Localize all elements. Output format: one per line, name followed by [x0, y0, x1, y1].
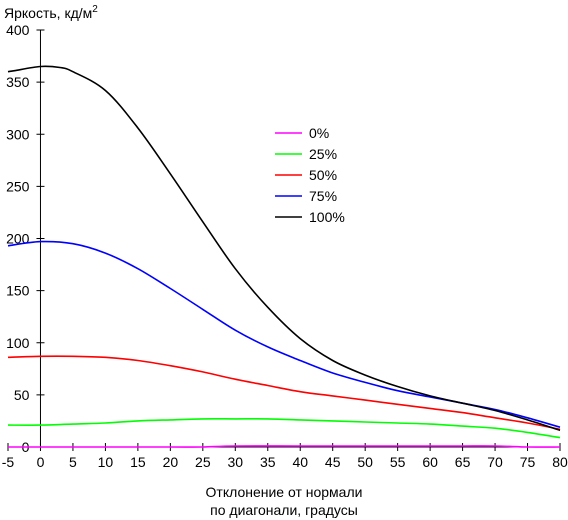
- x-tick-label: 40: [292, 454, 308, 470]
- series-line-50-percent: [7, 355, 561, 431]
- x-tick-label: 80: [552, 454, 568, 470]
- series-line-25-percent: [7, 418, 561, 439]
- legend-entry-label: 0%: [309, 125, 329, 141]
- series-line-0-percent: [8, 445, 561, 448]
- x-axis-title-line2: по диагонали, градусы: [210, 502, 358, 518]
- y-tick-label: 400: [6, 22, 30, 38]
- x-tick-label: 55: [390, 454, 406, 470]
- y-axis-title: Яркость, кд/м2: [4, 4, 98, 21]
- y-tick-label: 50: [14, 387, 30, 403]
- x-axis-title-line1: Отклонение от нормали: [206, 484, 363, 500]
- x-tick-label: 10: [98, 454, 114, 470]
- x-tick-label: 5: [69, 454, 77, 470]
- x-axis-ticks: -5 0 5 10 15 20 25 30 35 40 45 50 55 60 65 70 75 80: [2, 443, 568, 470]
- legend: 0% 25% 50% 75% 100%: [275, 125, 345, 225]
- legend-entry-label: 100%: [309, 209, 345, 225]
- y-tick-label: 250: [6, 178, 30, 194]
- y-tick-label: 150: [6, 283, 30, 299]
- y-axis-title-main: Яркость, кд/м: [4, 5, 92, 21]
- y-tick-label: 300: [6, 126, 30, 142]
- y-axis-title-superscript: 2: [92, 4, 98, 15]
- legend-entry-label: 25%: [309, 146, 337, 162]
- series-lines: [7, 65, 561, 448]
- series-line-100-percent: [7, 65, 561, 432]
- x-tick-label: 75: [520, 454, 536, 470]
- y-tick-label: 350: [6, 74, 30, 90]
- x-tick-label: 35: [260, 454, 276, 470]
- series-line-75-percent: [7, 240, 561, 428]
- x-tick-label: 60: [422, 454, 438, 470]
- x-tick-label: 70: [487, 454, 503, 470]
- x-tick-label: 65: [455, 454, 471, 470]
- legend-entry-label: 50%: [309, 167, 337, 183]
- y-tick-label: 100: [6, 335, 30, 351]
- x-tick-label: 20: [163, 454, 179, 470]
- x-tick-label: 45: [325, 454, 341, 470]
- x-tick-label: 30: [228, 454, 244, 470]
- y-tick-label: 200: [6, 231, 30, 247]
- x-tick-label: 25: [195, 454, 211, 470]
- x-tick-label: -5: [2, 454, 15, 470]
- x-tick-label: 0: [37, 454, 45, 470]
- legend-entry-label: 75%: [309, 188, 337, 204]
- x-tick-label: 15: [130, 454, 146, 470]
- x-tick-label: 50: [357, 454, 373, 470]
- axes: [8, 30, 560, 448]
